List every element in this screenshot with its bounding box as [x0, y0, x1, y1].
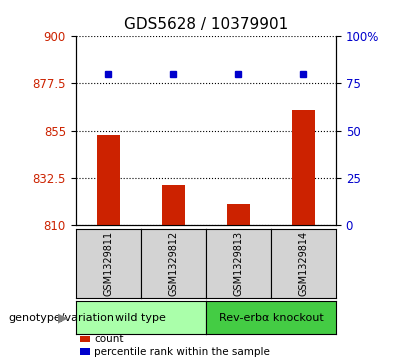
Text: GSM1329812: GSM1329812	[168, 231, 178, 296]
Text: wild type: wild type	[115, 313, 166, 323]
Text: ▶: ▶	[58, 311, 67, 324]
Text: Rev-erbα knockout: Rev-erbα knockout	[218, 313, 323, 323]
Text: genotype/variation: genotype/variation	[8, 313, 114, 323]
Text: GSM1329813: GSM1329813	[234, 231, 243, 296]
Bar	[97, 135, 120, 225]
Text: count: count	[94, 334, 124, 344]
Title: GDS5628 / 10379901: GDS5628 / 10379901	[123, 17, 288, 32]
Bar	[162, 185, 185, 225]
Bar	[227, 204, 250, 225]
Text: GSM1329814: GSM1329814	[299, 231, 308, 296]
Text: GSM1329811: GSM1329811	[103, 231, 113, 296]
Text: percentile rank within the sample: percentile rank within the sample	[94, 347, 270, 357]
Bar	[292, 110, 315, 225]
